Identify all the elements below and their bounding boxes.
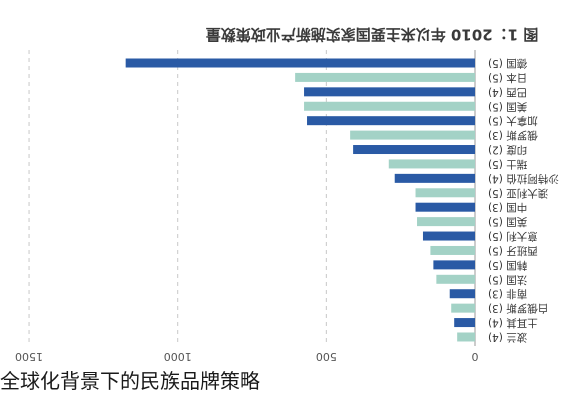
bar [417, 217, 475, 227]
bar [457, 332, 475, 342]
category-label: 意大利 (5) [488, 230, 538, 243]
category-label: 波兰 (4) [488, 331, 527, 344]
caption-text: 全球化背景下的民族品牌策略 [0, 366, 266, 396]
bar [388, 159, 475, 169]
bar [125, 58, 476, 68]
bar [307, 116, 475, 126]
bar [454, 318, 475, 328]
bar [353, 145, 475, 155]
category-label: 白俄罗斯 (3) [488, 302, 548, 315]
category-label: 瑞士 (5) [488, 158, 527, 171]
tick-label: 0 [472, 350, 479, 363]
category-label: 巴西 (4) [488, 86, 527, 98]
bar [449, 289, 475, 299]
tick-label: 500 [316, 350, 337, 363]
bar [430, 245, 475, 255]
category-label: 印度 (2) [488, 144, 527, 157]
bar [295, 72, 475, 82]
category-label: 日本 (5) [488, 71, 527, 84]
bar [415, 188, 475, 198]
bar [304, 87, 475, 97]
bar [451, 303, 475, 313]
bar [422, 231, 475, 241]
chart-title: 图 1：2010 年以来主要国家实施新产业政策数量 [206, 26, 539, 44]
category-label: 南非 (3) [488, 288, 527, 301]
bar [304, 101, 475, 111]
category-label: 土耳其 (4) [488, 317, 538, 330]
bar [350, 130, 475, 140]
category-label: 中国 (3) [488, 201, 527, 214]
bar [436, 274, 475, 284]
category-label: 德国 (5) [488, 57, 527, 70]
category-label: 澳大利亚 (5) [488, 187, 548, 200]
bar [394, 173, 475, 183]
category-label: 西班牙 (5) [488, 244, 538, 256]
category-label: 加拿大 (5) [488, 115, 538, 128]
bar [433, 260, 475, 270]
category-label: 韩国 (5) [488, 259, 527, 272]
category-label: 英国 (5) [488, 216, 527, 229]
bar [415, 202, 475, 212]
tick-label: 1500 [15, 350, 43, 363]
category-label: 俄罗斯 (3) [488, 129, 538, 142]
category-label: 法国 (5) [488, 273, 527, 286]
category-label: 沙特阿拉伯 (4) [488, 172, 559, 185]
category-label: 美国 (5) [488, 100, 527, 113]
tick-label: 1000 [164, 350, 192, 363]
